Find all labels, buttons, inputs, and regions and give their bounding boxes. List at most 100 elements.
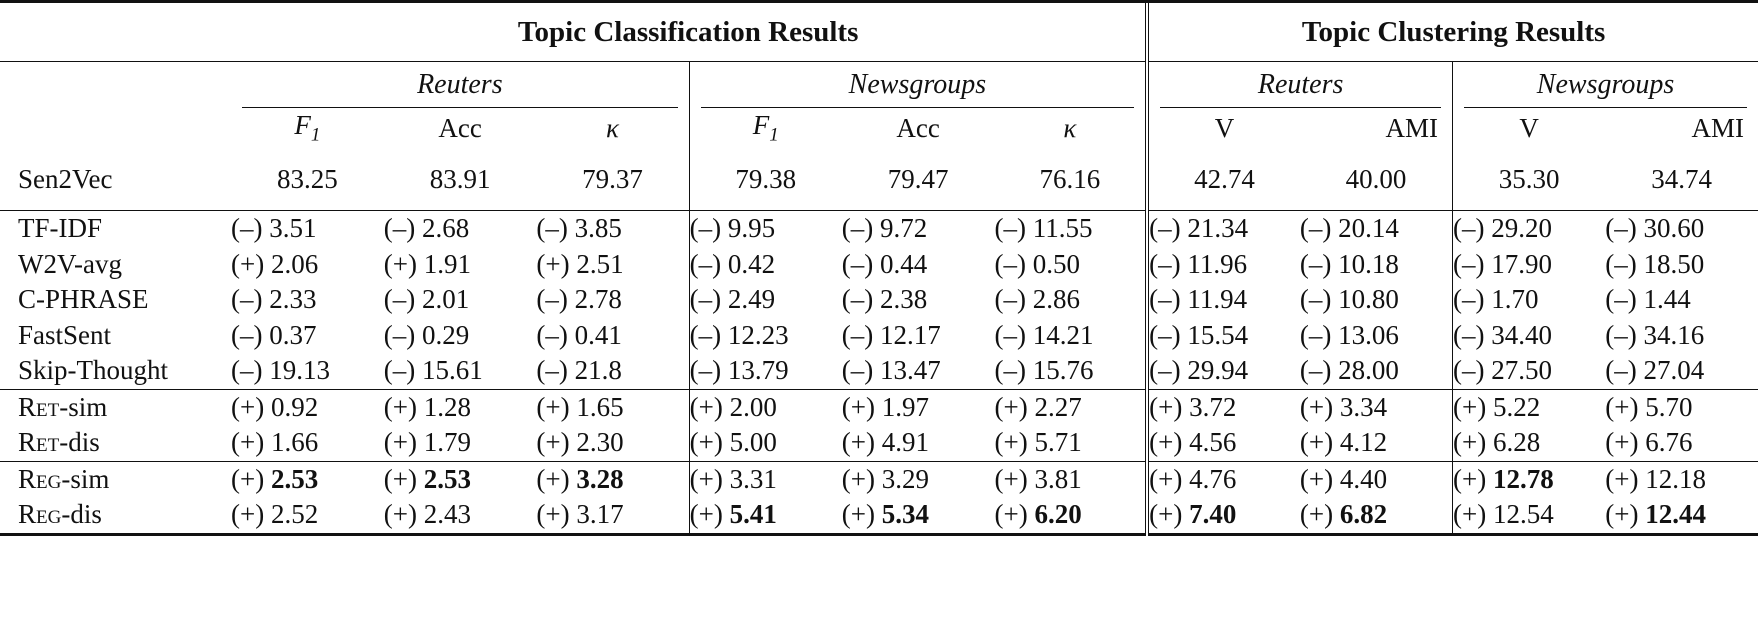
table-cell: (–) 13.79 bbox=[689, 355, 789, 386]
table-cell: 42.74 bbox=[1194, 163, 1255, 194]
table-cell: 83.91 bbox=[429, 163, 491, 194]
results-table: Topic Classification Results Topic Clust… bbox=[0, 0, 1758, 537]
table-cell: (+) 5.41 bbox=[689, 499, 777, 530]
table-cell: (+) 5.34 bbox=[841, 499, 930, 530]
table-row: Ret-dis (+) 1.66 (+) 1.79 (+) 2.30 (+) 5.00 (… bbox=[0, 425, 1758, 461]
dataset-header-reuters-classification: Reuters bbox=[231, 62, 690, 108]
table-cell: (+) 2.53 bbox=[231, 463, 319, 494]
table-cell: (–) 11.55 bbox=[994, 211, 1150, 247]
table-cell: (+) 6.82 bbox=[1299, 497, 1454, 534]
table-row: Skip-Thought (–) 19.13 (–) 15.61 (–) 21.8 (–… bbox=[0, 353, 1758, 389]
table-cell: (+) 4.56 bbox=[1149, 427, 1237, 458]
classification-header: Topic Classification Results bbox=[231, 3, 1150, 62]
table-row: W2V-avg (+) 2.06 (+) 1.91 (+) 2.51 (–) 0.42 (… bbox=[0, 246, 1758, 282]
table-cell: (–) 17.90 bbox=[1453, 248, 1553, 279]
table-cell: (–) 15.76 bbox=[994, 353, 1150, 389]
table-cell: (+) 1.65 bbox=[536, 389, 690, 425]
table-cell: (+) 3.81 bbox=[994, 461, 1150, 497]
row-label: Reg-sim bbox=[18, 463, 110, 494]
table-cell: (–) 19.13 bbox=[231, 355, 331, 386]
table-cell: (–) 2.01 bbox=[383, 284, 470, 315]
table-cell: (+) 6.28 bbox=[1453, 427, 1541, 458]
table-cell: (–) 2.49 bbox=[689, 284, 776, 315]
table-cell: 34.74 bbox=[1651, 163, 1712, 194]
table-cell: (+) 3.31 bbox=[689, 463, 777, 494]
table-row: C-PHRASE (–) 2.33 (–) 2.01 (–) 2.78 (–) 2.49… bbox=[0, 282, 1758, 318]
table-cell: (–) 10.80 bbox=[1299, 282, 1454, 318]
table-cell: (–) 3.51 bbox=[231, 213, 317, 244]
table-cell: (–) 0.41 bbox=[536, 317, 690, 353]
table-cell: (–) 15.54 bbox=[1149, 319, 1249, 350]
table-cell: (–) 12.17 bbox=[841, 319, 941, 350]
table-cell: (+) 2.43 bbox=[383, 499, 471, 530]
table-cell: (–) 30.60 bbox=[1605, 213, 1705, 244]
table-cell: (+) 5.22 bbox=[1453, 391, 1541, 422]
dataset-header-reuters-clustering: Reuters bbox=[1147, 62, 1454, 108]
table-cell: (–) 28.00 bbox=[1299, 353, 1454, 389]
table-cell: (–) 9.95 bbox=[689, 213, 776, 244]
row-label: Reg-dis bbox=[18, 499, 102, 530]
table-cell: (+) 2.27 bbox=[994, 389, 1150, 425]
table-cell: (–) 20.14 bbox=[1299, 211, 1454, 247]
table-cell: (+) 1.97 bbox=[841, 391, 930, 422]
table-cell: (+) 7.40 bbox=[1149, 499, 1237, 530]
table-cell: (+) 3.17 bbox=[536, 497, 690, 534]
table-cell: (+) 2.06 bbox=[231, 248, 319, 279]
table-cell: (–) 13.47 bbox=[841, 355, 941, 386]
table-cell: (–) 2.68 bbox=[383, 213, 470, 244]
table-cell: (+) 1.79 bbox=[383, 427, 471, 458]
table-cell: 83.25 bbox=[277, 163, 338, 194]
table-cell: 79.47 bbox=[887, 163, 949, 194]
table-cell: (–) 27.04 bbox=[1605, 355, 1705, 386]
table-cell: (–) 0.29 bbox=[383, 319, 470, 350]
table-cell: (+) 5.71 bbox=[994, 425, 1150, 461]
table-cell: (+) 1.66 bbox=[231, 427, 319, 458]
table-cell: (–) 11.96 bbox=[1149, 248, 1248, 279]
row-label: Sen2Vec bbox=[18, 163, 113, 194]
table-cell: (–) 18.50 bbox=[1605, 248, 1705, 279]
table-cell: (–) 10.18 bbox=[1299, 246, 1454, 282]
table-cell: (+) 12.54 bbox=[1453, 499, 1554, 530]
table-cell: 79.38 bbox=[735, 163, 797, 194]
table-cell: (–) 2.38 bbox=[841, 284, 928, 315]
table-cell: (–) 13.06 bbox=[1299, 317, 1454, 353]
table-cell: (–) 0.50 bbox=[994, 246, 1150, 282]
table-cell: (–) 0.44 bbox=[841, 248, 928, 279]
table-row: Sen2Vec 83.25 83.91 79.37 79.38 79.47 76.16 42.… bbox=[0, 148, 1758, 211]
table-cell: (–) 0.37 bbox=[231, 319, 317, 350]
clustering-header: Topic Clustering Results bbox=[1301, 15, 1606, 48]
row-label: W2V-avg bbox=[18, 248, 122, 279]
table-cell: (–) 11.94 bbox=[1149, 284, 1248, 315]
table-cell: (+) 2.30 bbox=[536, 425, 690, 461]
table-cell: (–) 2.86 bbox=[994, 282, 1150, 318]
table-cell: (–) 2.33 bbox=[231, 284, 317, 315]
table-cell: (–) 1.44 bbox=[1605, 284, 1691, 315]
table-cell: (–) 0.42 bbox=[689, 248, 776, 279]
table-cell: (+) 4.91 bbox=[841, 427, 930, 458]
table-cell: (–) 29.20 bbox=[1453, 213, 1553, 244]
table-cell: (–) 12.23 bbox=[689, 319, 789, 350]
table-cell: (–) 15.61 bbox=[383, 355, 483, 386]
table-cell: (+) 12.18 bbox=[1605, 463, 1706, 494]
metric-header: κ bbox=[994, 108, 1150, 148]
table-cell: (+) 5.70 bbox=[1605, 391, 1693, 422]
metric-header: Acc bbox=[896, 112, 940, 143]
table-row: FastSent (–) 0.37 (–) 0.29 (–) 0.41 (–) 12.2… bbox=[0, 317, 1758, 353]
metric-header: V bbox=[1214, 112, 1235, 143]
table-cell: (–) 21.34 bbox=[1149, 213, 1249, 244]
row-label: TF-IDF bbox=[18, 213, 103, 244]
table-cell: (–) 14.21 bbox=[994, 317, 1150, 353]
table-cell: (+) 1.91 bbox=[383, 248, 471, 279]
table-cell: (–) 2.78 bbox=[536, 282, 690, 318]
table-cell: (+) 3.72 bbox=[1149, 391, 1237, 422]
table-cell: 79.37 bbox=[536, 148, 690, 211]
table-cell: (+) 2.51 bbox=[536, 246, 690, 282]
table-cell: (–) 3.85 bbox=[536, 211, 690, 247]
table-cell: (–) 29.94 bbox=[1149, 355, 1249, 386]
row-label: FastSent bbox=[18, 319, 112, 350]
table-cell: 76.16 bbox=[994, 148, 1150, 211]
metric-header: F1F1 bbox=[752, 109, 779, 146]
table-cell: (–) 9.72 bbox=[841, 213, 928, 244]
table-cell: (+) 12.78 bbox=[1453, 463, 1554, 494]
table-cell: (+) 0.92 bbox=[231, 391, 319, 422]
